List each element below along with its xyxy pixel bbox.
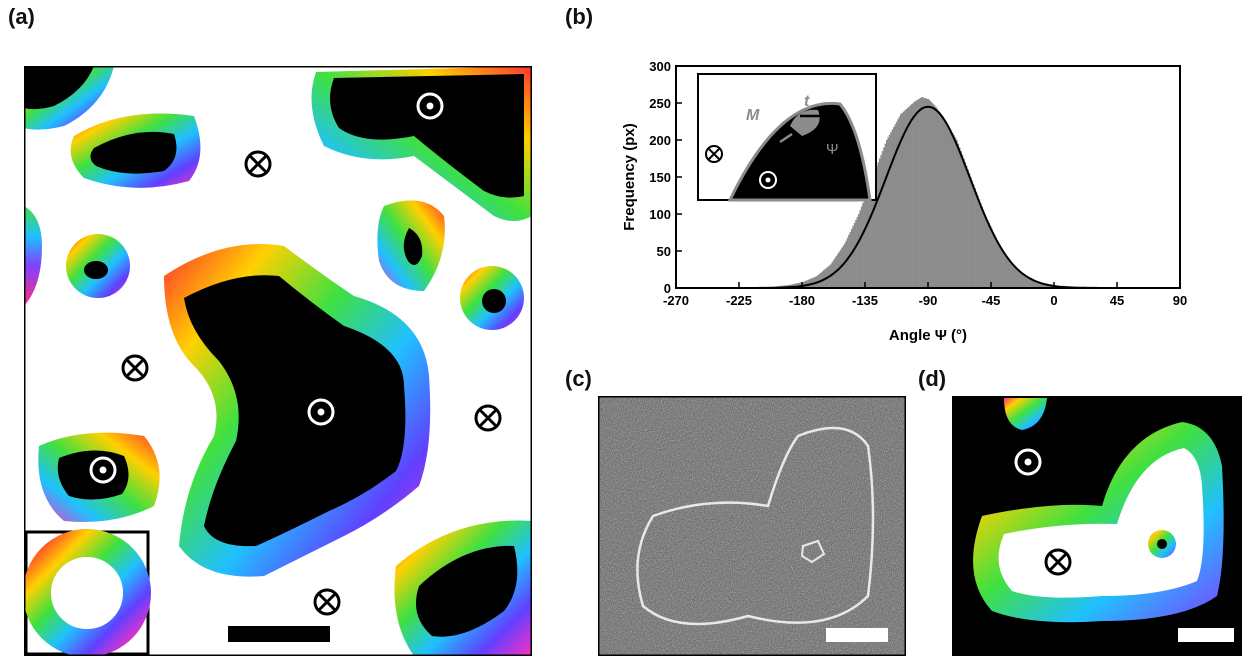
y-axis-label: Frequency (px) [621, 123, 638, 231]
panel-c-noisy-image [598, 396, 906, 656]
x-tick-label: 0 [1050, 293, 1057, 308]
x-tick-label: -90 [919, 293, 938, 308]
x-tick-label: -225 [726, 293, 752, 308]
domain-core [84, 261, 108, 279]
panel-d-domain-map [952, 396, 1242, 656]
y-tick-label: 250 [649, 96, 671, 111]
x-tick-label: -180 [789, 293, 815, 308]
y-tick-label: 100 [649, 207, 671, 222]
inset-psi-label: Ψ [826, 141, 839, 158]
panel-label-a: (a) [8, 4, 35, 30]
domain-core [482, 289, 506, 313]
panel-label-b: (b) [565, 4, 593, 30]
inset-t-label: t [804, 93, 810, 110]
inset-diagram: t M Ψ [698, 74, 876, 200]
panel-label-d: (d) [918, 366, 946, 392]
color-wheel-inset [26, 532, 148, 654]
panel-label-c: (c) [565, 366, 592, 392]
scale-bar [826, 628, 888, 642]
x-tick-label: 90 [1173, 293, 1187, 308]
x-tick-label: -135 [852, 293, 878, 308]
y-tick-label: 0 [664, 281, 671, 296]
scale-bar [228, 626, 330, 642]
y-tick-label: 200 [649, 133, 671, 148]
scale-bar [1178, 628, 1234, 642]
x-axis-label: Angle Ψ (°) [889, 327, 967, 344]
y-tick-label: 50 [657, 244, 671, 259]
inset-m-label: M [746, 107, 760, 124]
x-tick-label: 45 [1110, 293, 1124, 308]
y-tick-label: 150 [649, 170, 671, 185]
x-tick-label: -45 [982, 293, 1001, 308]
panel-a-domain-map [24, 66, 532, 656]
y-tick-label: 300 [649, 59, 671, 74]
y-axis-ticks: 0 50 100 150 200 250 300 [649, 59, 682, 296]
panel-b-histogram: -270 -225 -180 -135 -90 -45 0 45 90 0 50 100 150 200… [620, 58, 1200, 348]
